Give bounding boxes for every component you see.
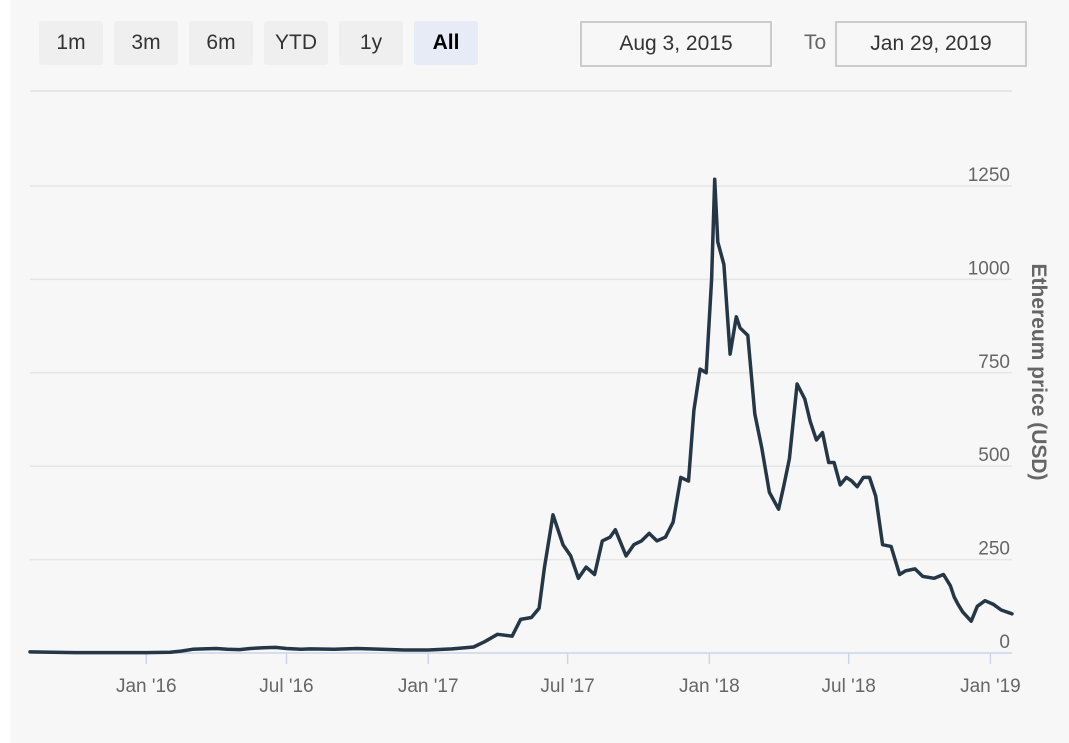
y-tick-label: 500 [978,445,1010,466]
range-button-3m[interactable]: 3m [114,21,178,65]
x-tick-label: Jul '18 [822,676,876,697]
x-tick-label: Jul '16 [259,676,313,697]
from-date-input[interactable]: Aug 3, 2015 [580,21,772,67]
range-button-1y[interactable]: 1y [339,21,403,65]
y-tick-label: 1250 [968,165,1010,186]
y-tick-label: 250 [978,539,1010,560]
range-button-all[interactable]: All [414,21,478,65]
grid-lines [30,185,1012,561]
y-axis-ticks: 0 250 500 750 1000 1250 [968,165,1010,653]
x-tick-label: Jan '16 [116,676,177,697]
range-button-6m[interactable]: 6m [189,21,253,65]
y-axis-label: Ethereum price (USD) [1027,263,1050,480]
to-label: To [804,31,827,54]
x-tick-label: Jan '18 [679,676,740,697]
range-button-ytd[interactable]: YTD [264,21,328,65]
y-tick-label: 1000 [968,258,1010,279]
y-tick-label: 750 [978,352,1010,373]
y-tick-label: 0 [999,632,1010,653]
to-date-input[interactable]: Jan 29, 2019 [835,21,1027,67]
x-tick-label: Jan '17 [398,676,459,697]
x-tick-label: Jul '17 [540,676,594,697]
x-tick-label: Jan '19 [960,676,1021,697]
price-series-line [28,177,1014,655]
x-axis-ticks: Jan '16 Jul '16 Jan '17 Jul '17 Jan '18 Jul '… [116,653,1021,697]
range-button-1m[interactable]: 1m [39,21,103,65]
chart-container: 1m 3m 6m YTD 1y All Aug 3, 2015 To Jan 2… [10,0,1069,743]
